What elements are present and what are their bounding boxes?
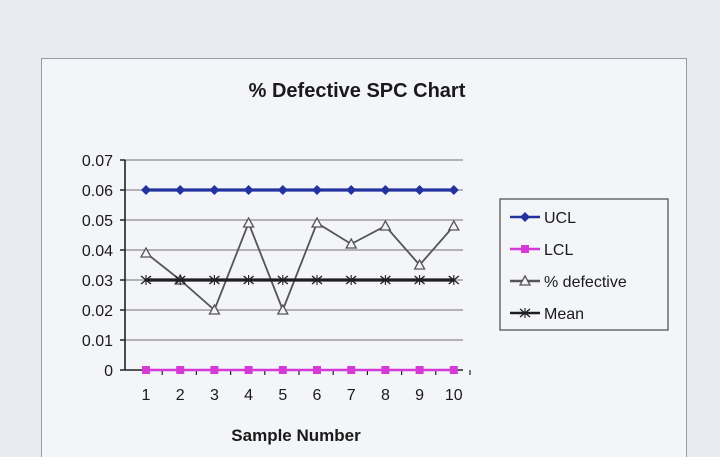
x-tick-label: 1 xyxy=(142,387,151,404)
data-point xyxy=(278,366,287,374)
x-tick-label: 7 xyxy=(347,387,356,404)
data-point xyxy=(277,185,288,195)
legend-marker xyxy=(521,245,529,253)
data-point xyxy=(381,366,390,374)
data-point xyxy=(139,246,153,258)
data-point xyxy=(175,185,186,195)
series-mean xyxy=(140,275,460,285)
data-point xyxy=(312,185,322,195)
data-point xyxy=(208,275,220,285)
data-point xyxy=(311,275,323,285)
legend-box xyxy=(499,198,669,331)
data-point xyxy=(244,366,253,374)
data-point xyxy=(310,216,324,228)
data-point xyxy=(276,303,289,315)
data-point xyxy=(380,185,391,195)
legend-entry: Mean xyxy=(510,306,584,323)
chart-title: % Defective SPC Chart xyxy=(249,80,466,102)
data-point xyxy=(174,275,186,285)
legend-entry: LCL xyxy=(510,242,573,259)
data-point xyxy=(142,366,150,374)
y-tick-label: 0.05 xyxy=(82,213,113,230)
data-point xyxy=(176,366,185,374)
legend-label: UCL xyxy=(544,210,576,227)
legend: UCL LCL % defective Mean xyxy=(499,198,669,331)
data-point xyxy=(413,258,426,270)
x-tick-label: 6 xyxy=(313,387,322,404)
x-tick-label: 10 xyxy=(445,387,463,404)
data-point xyxy=(448,275,460,285)
data-point xyxy=(277,275,289,285)
data-point xyxy=(448,185,459,195)
legend-marker xyxy=(518,274,532,286)
data-point xyxy=(140,275,152,285)
series-lcl xyxy=(142,366,458,374)
data-point xyxy=(379,219,392,231)
data-point xyxy=(141,185,151,195)
y-tick-label: 0 xyxy=(104,363,113,380)
data-point xyxy=(449,366,458,374)
x-tick-label: 4 xyxy=(244,387,253,404)
data-point xyxy=(447,219,460,231)
data-point xyxy=(243,275,255,285)
x-tick-label: 3 xyxy=(210,387,219,404)
x-tick-label: 2 xyxy=(176,387,185,404)
y-tick-label: 0.04 xyxy=(82,243,113,260)
data-point xyxy=(209,185,220,195)
series-line xyxy=(145,220,455,313)
legend-label: % defective xyxy=(544,274,627,291)
data-point xyxy=(414,275,426,285)
data-point xyxy=(347,366,356,374)
data-point xyxy=(345,237,358,249)
data-point xyxy=(208,303,221,315)
data-point xyxy=(414,185,425,195)
legend-entry: % defective xyxy=(510,274,627,291)
data-point xyxy=(242,216,255,228)
series-layer xyxy=(139,185,460,374)
data-point xyxy=(379,275,391,285)
x-axis-label: Sample Number xyxy=(231,426,361,445)
data-point xyxy=(346,185,357,195)
x-tick-label: 5 xyxy=(278,387,287,404)
y-tick-label: 0.01 xyxy=(82,333,113,350)
gridlines xyxy=(125,159,463,341)
series-defective xyxy=(139,216,460,315)
legend-label: Mean xyxy=(544,306,584,323)
legend-entry: UCL xyxy=(510,210,576,227)
y-tick-label: 0.02 xyxy=(82,303,113,320)
x-tick-label: 8 xyxy=(381,387,390,404)
data-point xyxy=(313,366,321,374)
y-tick-label: 0.07 xyxy=(82,153,113,170)
legend-label: LCL xyxy=(544,242,573,259)
x-tick-label: 9 xyxy=(415,387,424,404)
data-point xyxy=(210,366,219,374)
series-ucl xyxy=(141,185,459,195)
legend-marker xyxy=(520,212,530,222)
axes: 0 0.01 0.02 0.03 0.04 0.05 0.06 0.07 1 2 3 4 5 6 7 8 9 10 xyxy=(82,153,471,404)
data-point xyxy=(243,185,254,195)
data-point xyxy=(415,366,424,374)
data-point xyxy=(345,275,357,285)
y-tick-label: 0.06 xyxy=(82,183,113,200)
legend-marker xyxy=(519,308,531,318)
y-tick-label: 0.03 xyxy=(82,273,113,290)
